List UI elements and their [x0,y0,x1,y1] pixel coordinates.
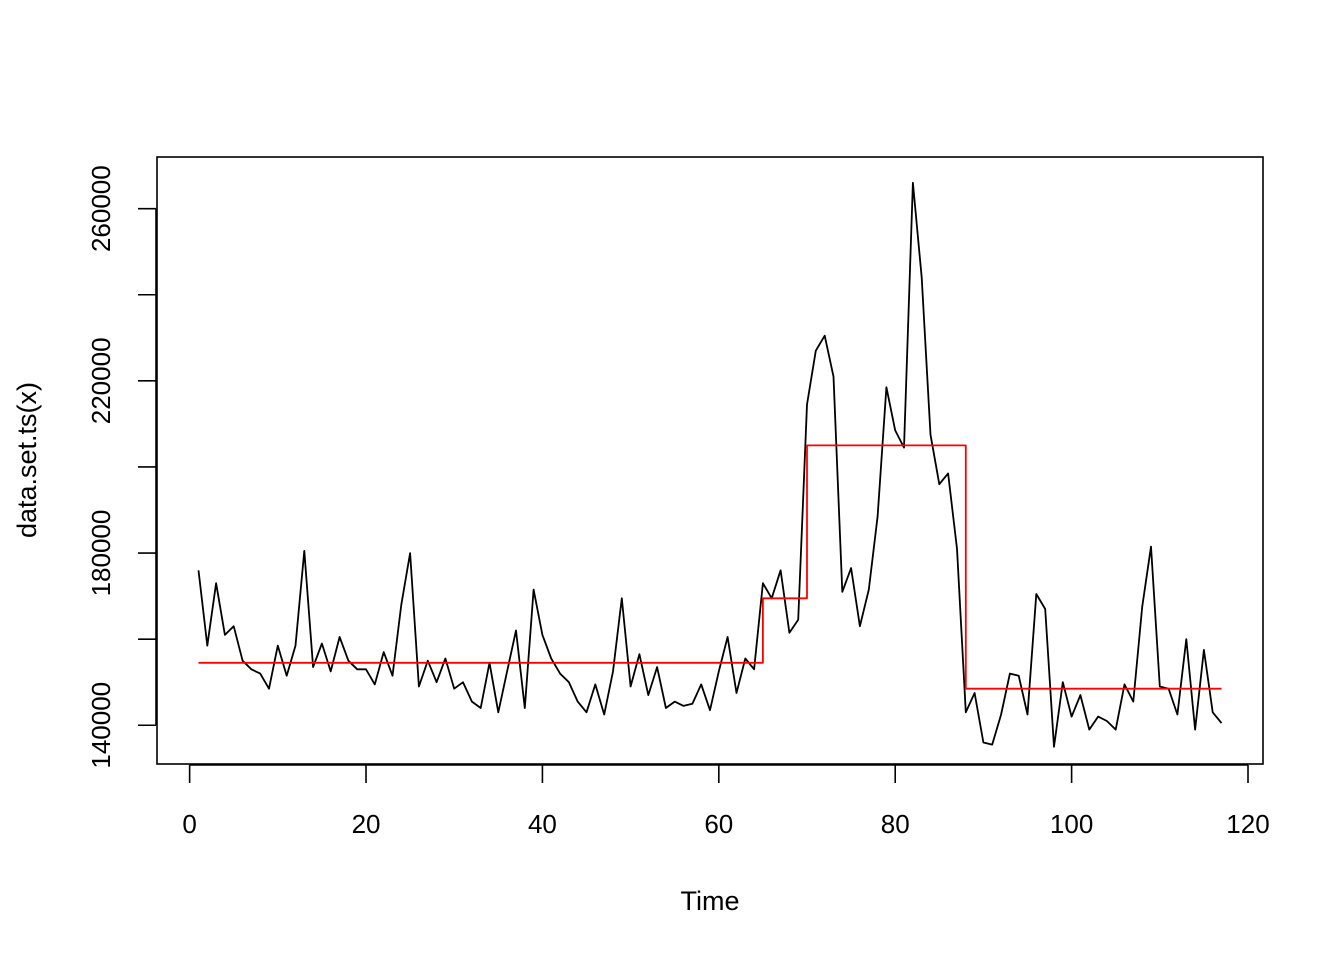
y-axis-label: data.set.ts(x) [12,382,42,538]
x-axis: 0 20 40 60 80 100 120 [182,764,1270,839]
x-tick-label: 80 [881,809,910,839]
x-tick-label: 20 [352,809,381,839]
x-tick-label: 40 [528,809,557,839]
plot-frame [156,156,1264,765]
x-tick-label: 60 [704,809,733,839]
series-line [197,181,1223,748]
x-axis-label: Time [681,886,740,916]
y-axis: 140000 180000 220000 260000 [86,165,157,769]
y-tick-label: 220000 [86,337,116,424]
x-tick-label: 0 [182,809,196,839]
y-tick-label: 140000 [86,682,116,769]
x-tick-label: 120 [1226,809,1269,839]
y-tick-label: 260000 [86,165,116,252]
series-layer [197,181,1223,748]
y-tick-label: 180000 [86,510,116,597]
segment-mean-line [198,444,1222,690]
x-tick-label: 100 [1050,809,1093,839]
